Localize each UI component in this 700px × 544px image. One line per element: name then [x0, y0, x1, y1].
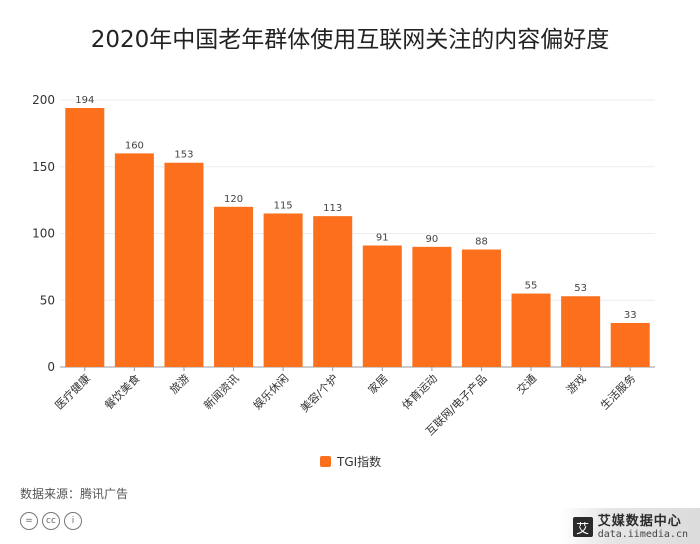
- bar: [214, 206, 254, 367]
- cc-license-icon: cc: [42, 512, 60, 530]
- x-tick-label: 交通: [514, 371, 539, 396]
- bar: [561, 296, 601, 367]
- x-tick-label: 体育运动: [399, 371, 440, 412]
- x-tick-label: 旅游: [167, 371, 192, 396]
- bar: [65, 108, 105, 367]
- x-tick-label: 美容/个护: [297, 371, 341, 415]
- data-label: 88: [475, 237, 488, 248]
- brand-logo-icon: 艾: [572, 517, 593, 538]
- x-tick-label: 新闻资讯: [201, 371, 242, 412]
- x-tick-label: 餐饮美食: [101, 371, 142, 412]
- data-source: 数据来源：腾讯广告: [20, 487, 129, 501]
- chart-title: 2020年中国老年群体使用互联网关注的内容偏好度: [90, 27, 610, 53]
- attribution-license-icon: i: [64, 512, 82, 530]
- bar: [164, 162, 204, 367]
- data-label: 160: [125, 140, 144, 151]
- chart-legend[interactable]: TGI指数: [320, 453, 381, 470]
- data-label: 120: [224, 194, 243, 205]
- data-label: 91: [376, 233, 389, 244]
- y-tick-label: 150: [32, 160, 55, 174]
- equal-license-icon: =: [20, 512, 38, 530]
- legend-swatch: [320, 456, 331, 467]
- bar-chart: 0 50 100 150 200 194 医疗健康 160 餐饮美食 153 旅游 120 新闻资讯 11…: [32, 93, 655, 438]
- bar: [114, 153, 154, 367]
- bar: [461, 249, 501, 367]
- y-tick-label: 50: [40, 293, 55, 307]
- data-label: 115: [274, 200, 293, 211]
- data-label: 113: [323, 203, 342, 214]
- data-label: 194: [75, 95, 94, 106]
- bar: [412, 246, 452, 367]
- bar: [362, 245, 402, 367]
- data-label: 90: [426, 234, 439, 245]
- x-tick-label: 家居: [365, 371, 390, 396]
- x-tick-label: 娱乐休闲: [250, 371, 291, 412]
- legend-label: TGI指数: [337, 455, 382, 469]
- y-tick-label: 100: [32, 227, 55, 241]
- brand-name: 艾媒数据中心: [597, 513, 682, 529]
- x-tick-label: 医疗健康: [52, 371, 93, 412]
- data-label: 53: [574, 283, 587, 294]
- brand-watermark: 艾 艾媒数据中心 data.iimedia.cn: [572, 513, 688, 540]
- bar: [263, 213, 303, 367]
- bar: [511, 293, 551, 367]
- bar: [610, 322, 650, 367]
- y-tick-label: 200: [32, 93, 55, 107]
- data-label: 33: [624, 310, 637, 321]
- y-tick-label: 0: [47, 360, 55, 374]
- data-label: 55: [525, 281, 538, 292]
- data-label: 153: [174, 150, 193, 161]
- license-icons: = cc i: [20, 512, 82, 530]
- brand-url: data.iimedia.cn: [597, 529, 688, 540]
- x-tick-label: 游戏: [564, 372, 589, 397]
- bar: [313, 216, 353, 367]
- x-tick-label: 生活服务: [597, 371, 638, 412]
